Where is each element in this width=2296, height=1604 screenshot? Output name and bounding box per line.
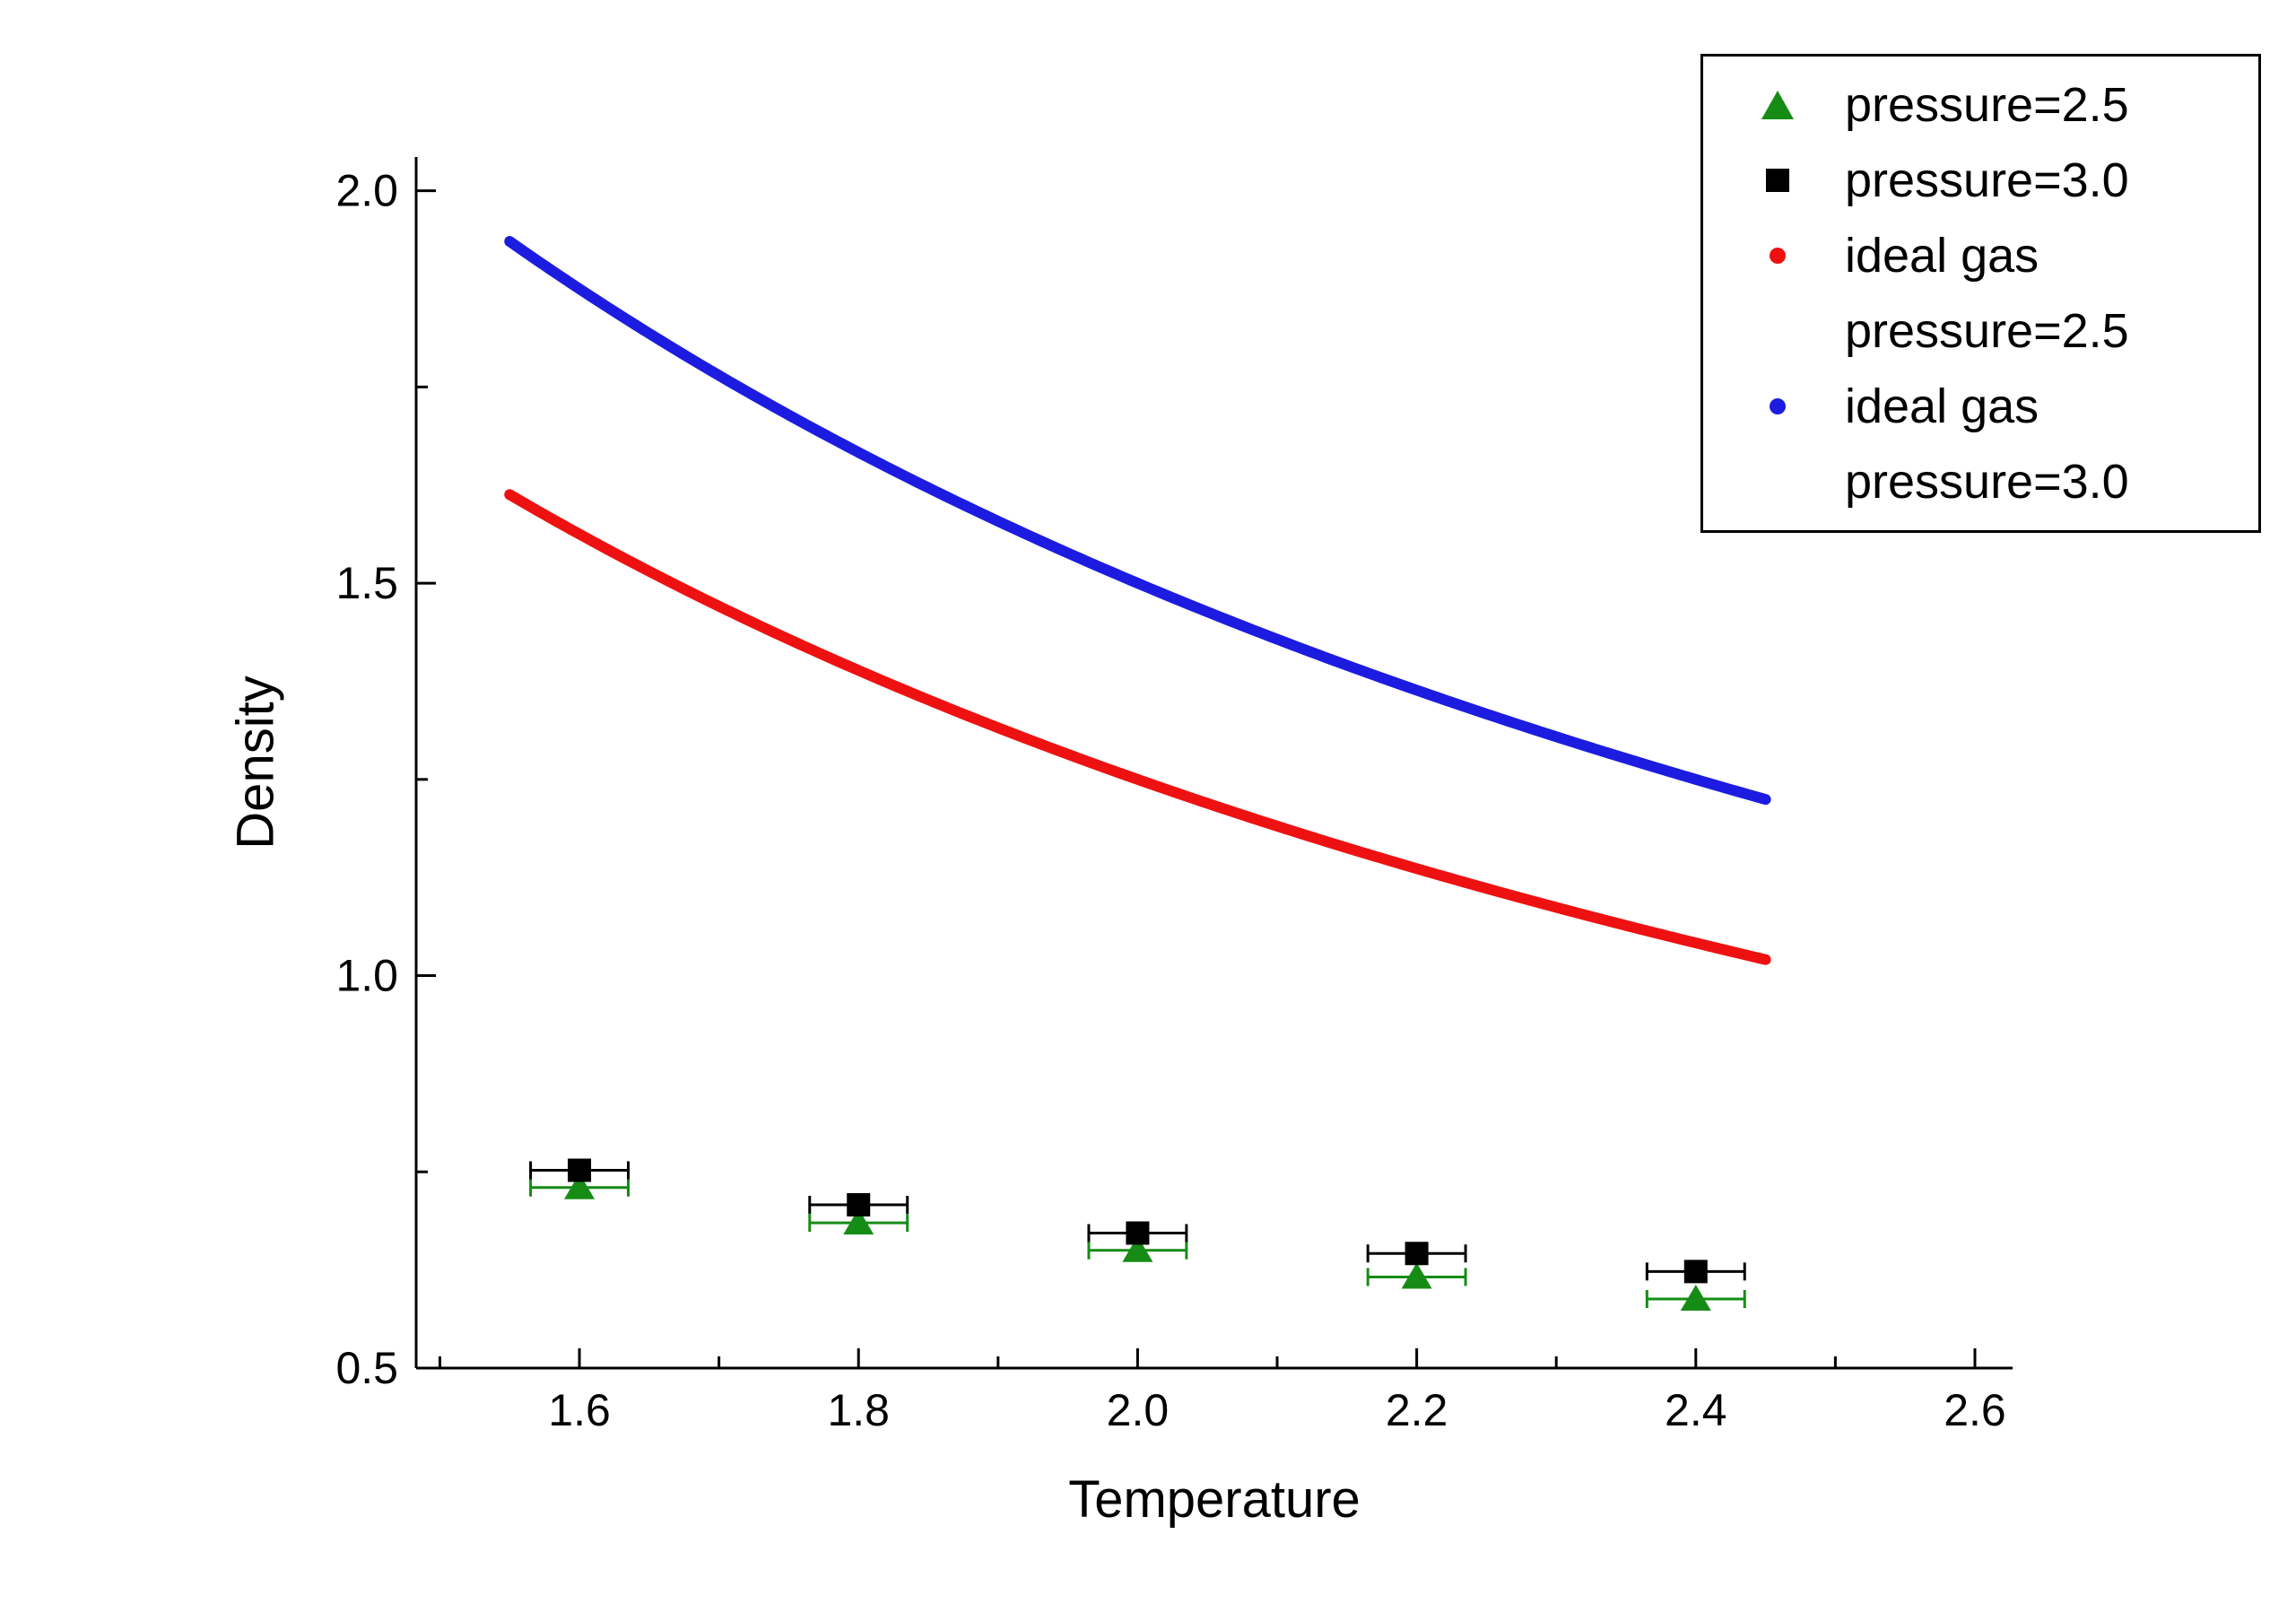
- legend-marker-box: [1710, 369, 1845, 444]
- x-tick-label: 2.0: [1107, 1385, 1170, 1435]
- y-axis-title: Density: [226, 676, 285, 850]
- ticks: [416, 189, 1977, 1370]
- x-tick-label: 2.6: [1944, 1385, 2006, 1435]
- y-tick-label: 0.5: [335, 1343, 398, 1393]
- marker-triangle: [564, 1172, 596, 1199]
- legend-entry-text: ideal gas pressure=2.5: [1845, 218, 2129, 369]
- series-ideal-gas-pressure-2.5: [504, 489, 1771, 965]
- legend-entry-text: ideal gas pressure=3.0: [1845, 369, 2129, 519]
- curve-ideal-gas-pressure-2.5: [504, 489, 1771, 965]
- marker-square: [847, 1193, 871, 1217]
- legend: pressure=2.5 pressure=3.0 ideal gas pressur…: [1700, 54, 2261, 533]
- marker-square: [1126, 1221, 1150, 1245]
- legend-entry-line: ideal gas: [1845, 229, 2039, 283]
- dot-marker-icon: [1770, 398, 1786, 414]
- legend-entry: ideal gas pressure=2.5: [1710, 218, 2251, 369]
- legend-entry-text: pressure=3.0: [1845, 143, 2129, 218]
- marker-square: [1405, 1242, 1429, 1266]
- y-tick-label: 1.5: [335, 558, 398, 608]
- legend-entry-line: pressure=3.0: [1845, 455, 2129, 509]
- marker-triangle: [1680, 1285, 1711, 1312]
- marker-triangle: [843, 1208, 874, 1235]
- marker-triangle: [1122, 1235, 1153, 1262]
- axes: [414, 157, 2013, 1370]
- x-tick-label: 2.4: [1665, 1385, 1727, 1435]
- square-marker-icon: [1766, 169, 1789, 192]
- dot-marker-icon: [1770, 248, 1786, 264]
- legend-marker-box: [1710, 143, 1845, 218]
- x-tick-label: 1.6: [548, 1385, 611, 1435]
- legend-marker-box: [1710, 218, 1845, 293]
- legend-entry-line: pressure=3.0: [1845, 153, 2129, 207]
- series-ideal-gas-pressure-3.0: [504, 236, 1771, 806]
- marker-triangle: [1401, 1262, 1432, 1289]
- legend-entry-text: pressure=2.5: [1845, 67, 2129, 143]
- legend-entry-line: pressure=2.5: [1845, 78, 2129, 132]
- series-pressure-3.0: [529, 1158, 1746, 1284]
- tick-labels: 1.6 1.8 2.0 2.2 2.4 2.6 0.5 1.0 1.5 2.0: [335, 166, 2005, 1435]
- x-tick-label: 1.8: [827, 1385, 890, 1435]
- y-tick-label: 1.0: [335, 951, 398, 1001]
- x-axis-title: Temperature: [1068, 1470, 1361, 1529]
- x-tick-label: 2.2: [1386, 1385, 1448, 1435]
- triangle-marker-icon: [1761, 91, 1794, 119]
- legend-entry: ideal gas pressure=3.0: [1710, 369, 2251, 519]
- legend-marker-box: [1710, 67, 1845, 143]
- series-pressure-2.5: [529, 1172, 1746, 1312]
- curve-ideal-gas-pressure-3.0: [504, 236, 1771, 806]
- legend-entry: pressure=3.0: [1710, 143, 2251, 218]
- legend-entry-line: pressure=2.5: [1845, 304, 2129, 358]
- legend-entry-line: ideal gas: [1845, 379, 2039, 433]
- marker-square: [568, 1158, 592, 1182]
- marker-square: [1683, 1260, 1708, 1284]
- y-tick-label: 2.0: [335, 166, 398, 216]
- legend-entry: pressure=2.5: [1710, 67, 2251, 143]
